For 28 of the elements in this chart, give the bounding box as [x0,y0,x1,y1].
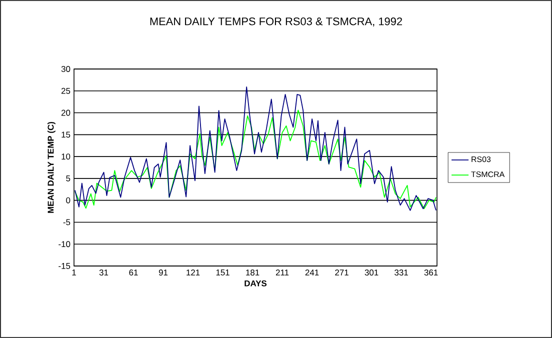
y-tick-label: 15 [62,132,70,138]
x-tick-label: 301 [364,270,378,276]
line-series [74,86,436,211]
chart-title: MEAN DAILY TEMPS FOR RS03 & TSMCRA, 1992 [150,17,402,27]
x-tick-label: 91 [158,270,168,276]
y-tick-label: 30 [61,66,70,72]
y-axis-title: MEAN DAILY TEMP (C) [48,122,56,213]
x-tick-label: 181 [246,270,260,276]
y-tick-label: 5 [66,175,70,182]
x-tick-label: 121 [186,270,200,276]
y-tick-label: 0 [66,197,70,204]
line-series [74,110,436,210]
y-tick-label: 20 [61,110,70,116]
x-tick-label: 361 [424,270,438,276]
x-tick-label: 211 [276,270,289,276]
x-tick-label: 241 [305,270,319,276]
y-tick-label: -15 [58,263,70,269]
y-tick-label: 25 [61,88,70,94]
x-tick-label: 1 [72,270,76,276]
x-tick-label: 61 [129,270,138,276]
y-tick-label: -5 [63,219,70,226]
x-tick-label: 151 [216,270,230,276]
x-tick-label: 31 [99,270,108,276]
y-tick-label: 10 [62,154,70,160]
x-axis-title: DAYS [244,280,267,286]
y-tick-label: -10 [58,241,70,248]
x-tick-label: 331 [394,270,408,276]
x-tick-label: 271 [335,270,348,276]
